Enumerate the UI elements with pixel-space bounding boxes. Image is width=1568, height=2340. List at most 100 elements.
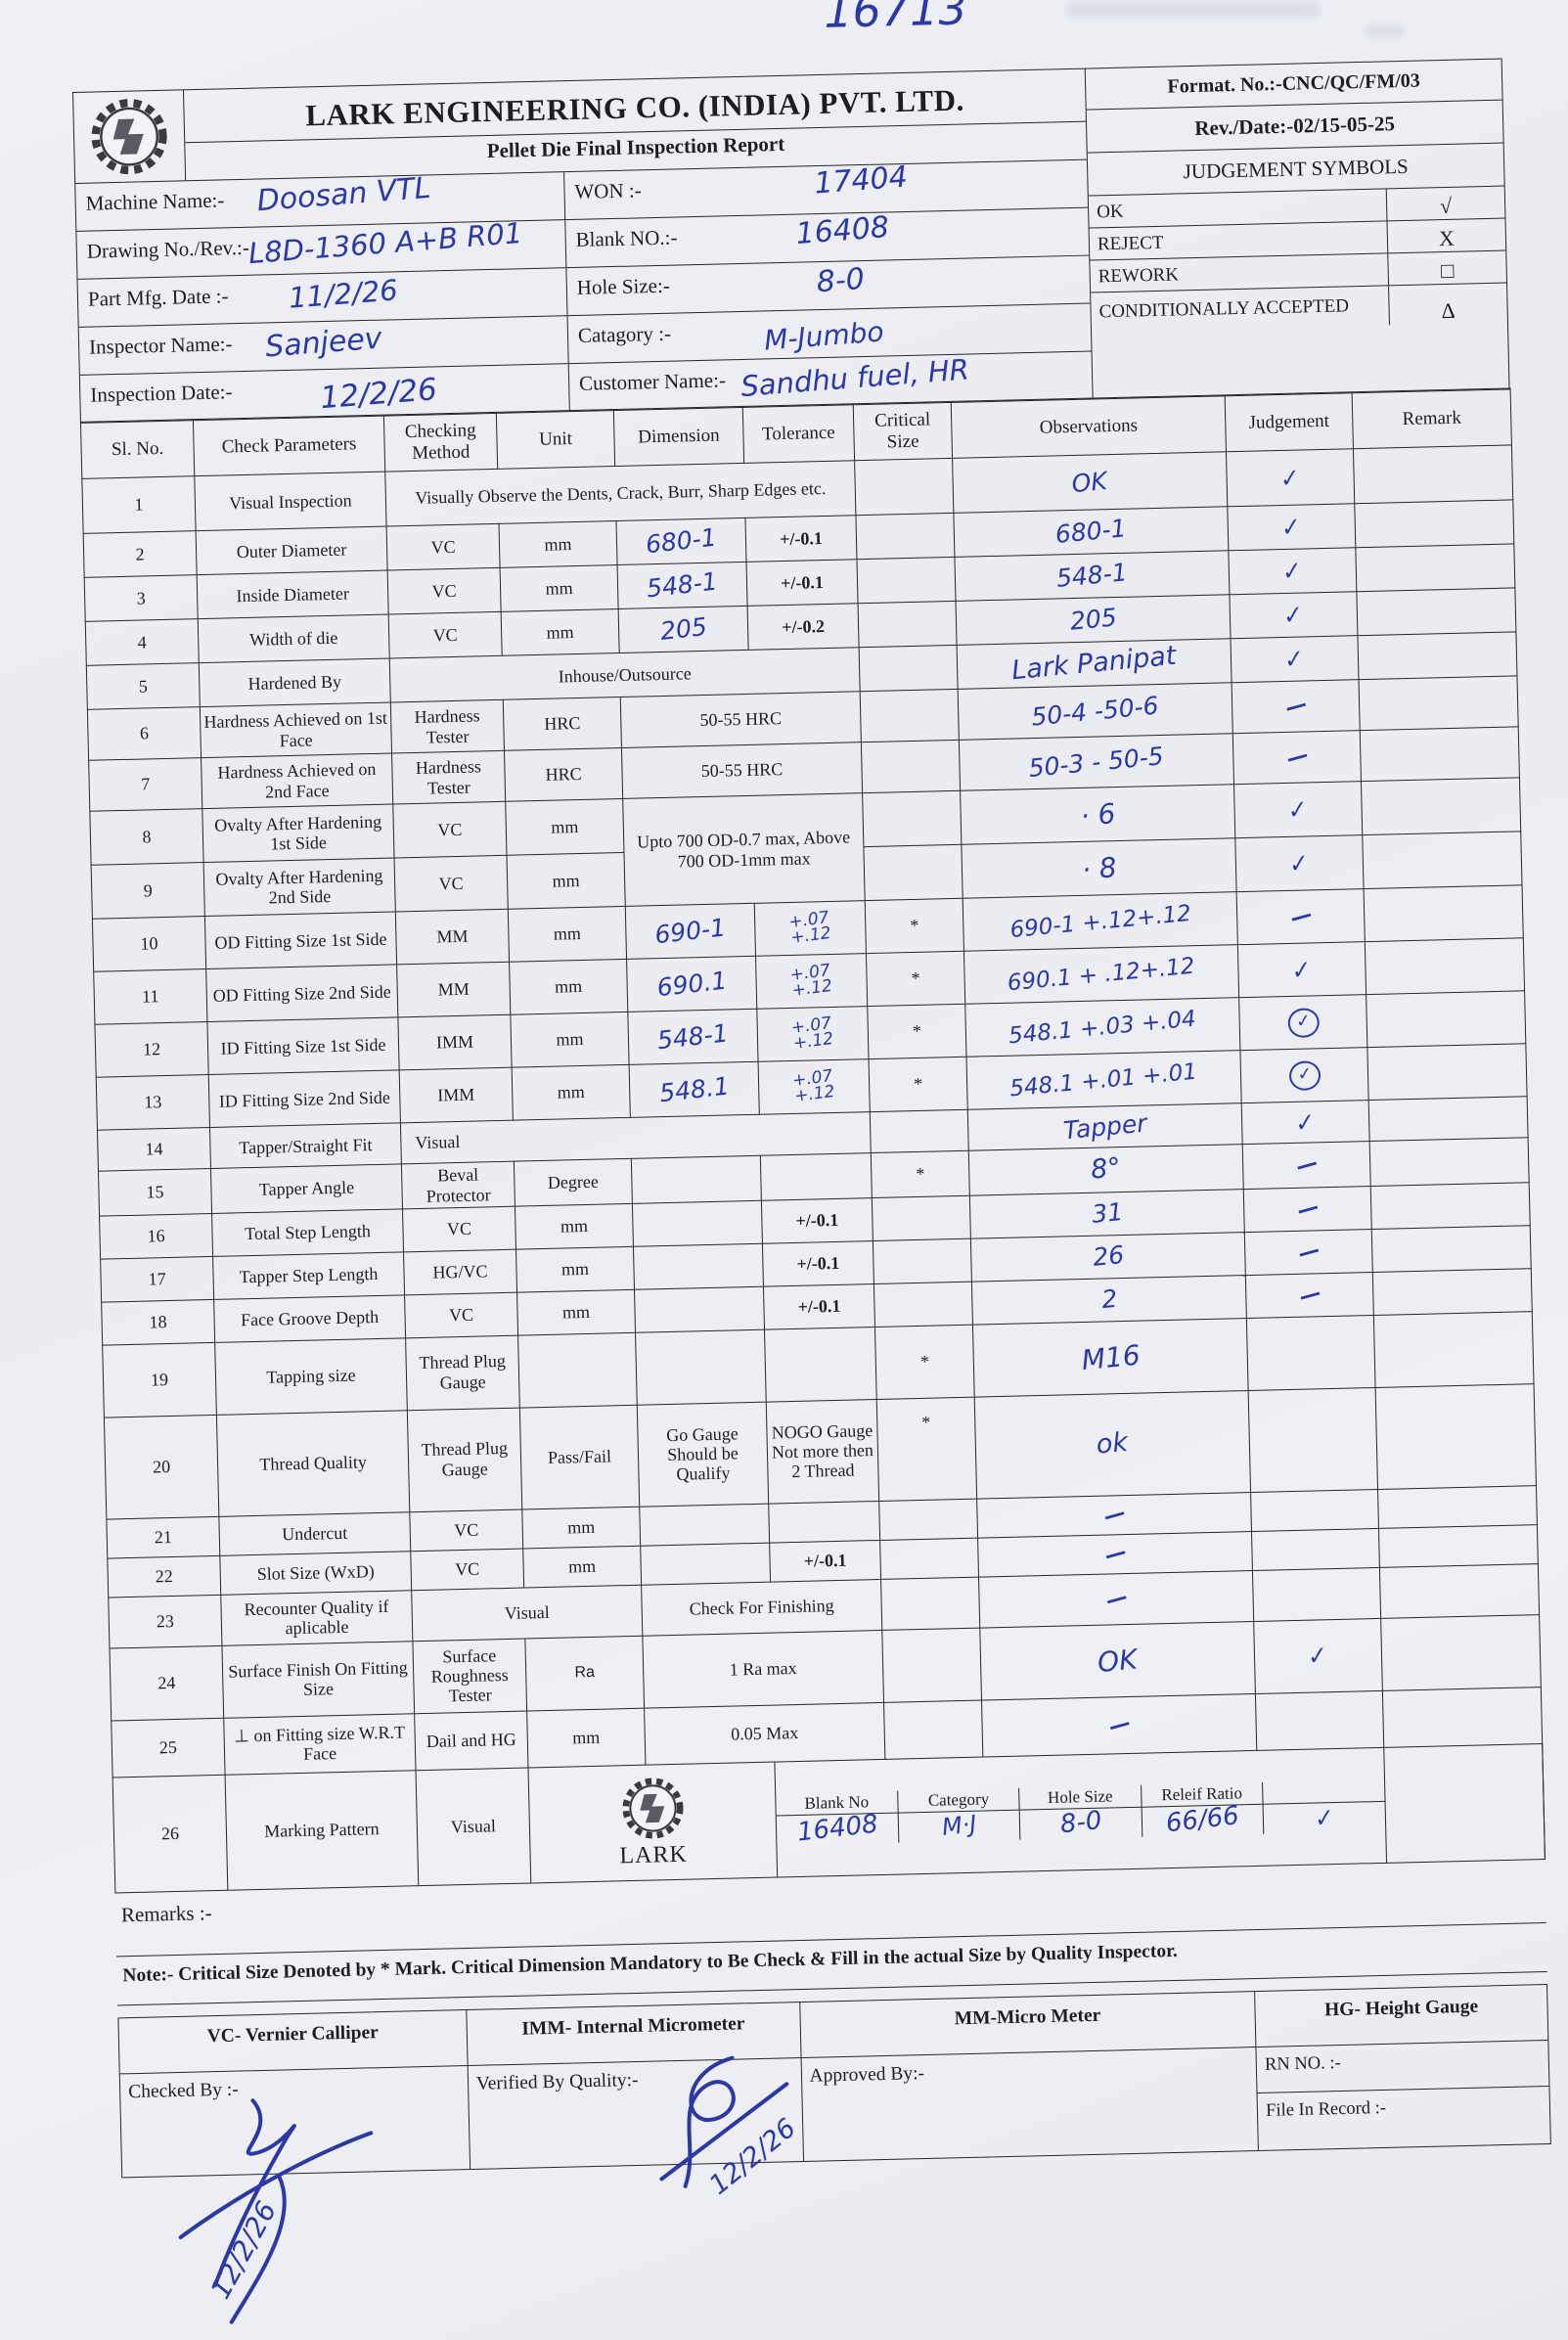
cell-obs: 2 [971,1275,1247,1325]
cell-judge: ✓ [1228,548,1357,596]
cell-remark [1372,1268,1533,1316]
drawing-no-label: Drawing No./Rev.:- [86,235,250,263]
cell-param: OD Fitting Size 2nd Side [205,965,398,1022]
cell-sl: 14 [97,1127,211,1172]
cell-sl: 16 [99,1213,213,1259]
cell-remark [1366,1044,1528,1101]
cell-remark [1360,727,1520,783]
hole-size-label: Hole Size:- [576,273,671,299]
cell-judge: ✓ [1237,942,1366,999]
cell-param: Width of die [198,614,390,664]
cell-judge: ✓ [1231,636,1360,684]
cell-method: Visual [416,1767,531,1886]
cell-obs: 548.1 +.01 +.01 [965,1051,1242,1110]
cell-crit: * [866,951,965,1008]
cell-judge [1383,1743,1546,1864]
cell-remark [1364,885,1524,943]
cell-judge: ✓ [1253,1618,1383,1694]
cell-crit [863,844,963,902]
title-band: LARK ENGINEERING CO. (INDIA) PVT. LTD. P… [72,68,1088,183]
legend-hg-label: HG- Height Gauge [1255,1984,1548,2048]
marking-sub-table: Blank No Category Hole Size Releif Ratio… [776,1778,1386,1848]
cell-obs: — [981,1693,1257,1757]
cell-crit: * [869,1057,968,1112]
cell-sl: 12 [94,1021,209,1078]
cell-unit: mm [521,1506,641,1549]
cell-obs: · 8 [961,838,1237,899]
cell-remark [1378,1524,1539,1568]
cell-judge: ✓ [1226,449,1355,508]
legend-col-hg: HG- Height Gauge RN NO. :- File In Recor… [1255,1984,1550,2150]
cell-crit: * [865,898,964,955]
judgement-rework-symbol: □ [1387,250,1506,286]
blank-no-label: Blank NO.:- [575,225,678,251]
cell-crit [855,513,955,561]
cell-remark [1380,1614,1542,1691]
cell-remark [1371,1225,1532,1273]
cell-remark [1355,544,1515,593]
cell-crit [880,1576,980,1631]
cell-dim: 548.1 [629,1061,760,1118]
file-in-record-field: File In Record :- [1258,2087,1550,2150]
cell-crit [862,790,962,848]
cell-tol: +/-0.1 [761,1197,874,1243]
cell-sl: 7 [88,757,202,812]
cell-remark [1382,1687,1543,1748]
cell-param: Hardened By [199,658,391,708]
won-label: WON :- [574,178,642,203]
cell-judge: — [1244,1229,1373,1276]
cell-method: VC [386,523,501,571]
cell-param: Slot Size (WxD) [219,1551,412,1596]
cell-sl: 19 [102,1342,217,1418]
inspection-table: Sl. No. Check Parameters Checking Method… [80,388,1546,1893]
cell-method: MM [396,962,511,1018]
rn-no-field: RN NO. :- [1256,2040,1549,2093]
cell-method: Hardness Tester [390,699,505,754]
cell-crit [878,1498,978,1541]
cell-obs: 50-4 -50-6 [958,683,1233,741]
cell-method: Surface Roughness Tester [412,1638,527,1714]
cell-param: Recounter Quality if aplicable [220,1590,413,1646]
rn-no-label: RN NO. :- [1264,2052,1341,2075]
cell-remark [1369,1138,1530,1187]
cell-unit: mm [509,959,628,1015]
cell-obs: 690.1 + .12+.12 [963,945,1239,1005]
cell-obs: — [976,1492,1252,1538]
cell-sl: 9 [91,862,205,920]
cell-method: VC [409,1508,523,1552]
inspection-date-value: 12/2/26 [319,372,439,417]
cell-judge: ✓ [1227,504,1356,552]
file-in-record-label: File In Record :- [1265,2097,1387,2121]
cell-dim: 548-1 [627,1009,759,1065]
cell-sl: 26 [112,1775,228,1893]
cell-method: VC [402,1205,516,1252]
cell-sl: 25 [111,1718,226,1778]
cell-crit [872,1194,971,1241]
cell-obs: Lark Panipat [957,639,1232,690]
col-header-tol: Tolerance [742,404,855,464]
cell-unit: HRC [504,747,623,802]
cell-remark [1357,632,1517,681]
machine-name-value: Doosan VTL [255,170,432,219]
cell-remark [1375,1383,1537,1490]
cell-judge: — [1236,889,1366,946]
cell-param: Visual Inspection [194,472,387,532]
cell-judge: — [1232,731,1362,786]
judgement-ok-symbol: √ [1385,186,1505,221]
col-header-obs: Observations [951,395,1227,459]
cell-obs: — [978,1570,1254,1628]
won-value: 17404 [813,159,909,202]
sub-header-releif-ratio: Releif Ratio [1141,1781,1264,1807]
cell-param: Tapper Angle [210,1164,403,1214]
cell-param: ⊥ on Fitting size W.R.T Face [223,1713,417,1776]
cell-crit: * [871,1150,970,1198]
cell-crit [874,1281,973,1328]
cell-param: ID Fitting Size 1st Side [206,1017,400,1075]
cell-remark [1361,778,1521,836]
cell-sl: 1 [81,476,197,534]
cell-obs: 31 [969,1189,1245,1238]
judgement-conditional-label: CONDITIONALLY ACCEPTED [1098,295,1350,323]
cell-sl: 13 [96,1074,210,1131]
cell-sl: 23 [108,1595,222,1648]
cell-obs: 8° [968,1145,1244,1195]
